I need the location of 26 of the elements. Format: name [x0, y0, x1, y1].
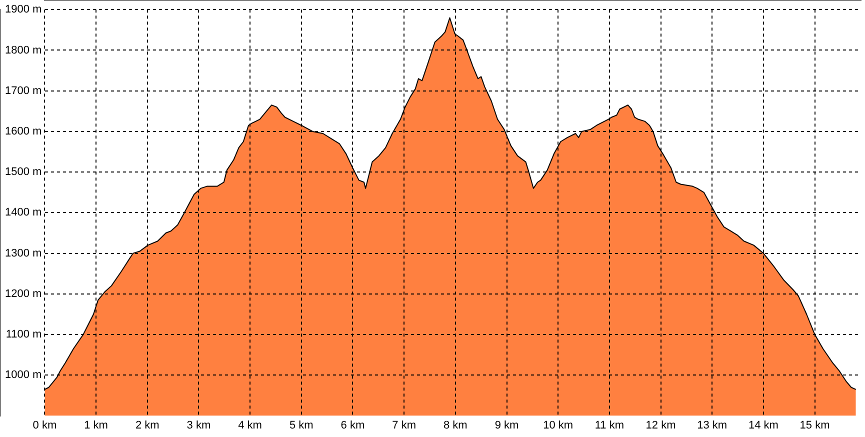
x-tick-label: 14 km: [748, 419, 778, 432]
y-tick-label: 1500 m: [4, 166, 42, 178]
y-tick-label: 1900 m: [4, 4, 42, 16]
x-tick-label: 15 km: [800, 419, 830, 432]
x-tick-label: 1 km: [84, 419, 108, 432]
y-tick-label: 1000 m: [4, 369, 42, 382]
x-tick-label: 13 km: [697, 419, 728, 432]
y-tick-label: 1300 m: [4, 247, 42, 260]
y-tick-label: 1200 m: [4, 288, 42, 300]
x-tick-label: 2 km: [135, 419, 160, 432]
x-tick-label: 8 km: [443, 419, 468, 432]
y-tick-label: 1600 m: [4, 125, 42, 138]
y-tick-label: 1100 m: [6, 328, 42, 341]
x-tick-label: 11 km: [594, 419, 624, 432]
x-tick-label: 5 km: [289, 419, 314, 432]
x-tick-label: 10 km: [543, 419, 574, 432]
y-tick-label: 1700 m: [4, 84, 42, 97]
x-tick-label: 6 km: [340, 419, 365, 432]
x-tick-label: 9 km: [494, 419, 519, 432]
y-tick-label: 1800 m: [4, 44, 42, 56]
x-tick-label: 4 km: [238, 419, 262, 432]
x-tick-label: 3 km: [186, 419, 211, 432]
x-tick-label: 7 km: [392, 419, 416, 432]
y-tick-label: 1400 m: [4, 206, 42, 219]
x-tick-label: 12 km: [646, 419, 676, 432]
x-tick-label: 0 km: [32, 419, 57, 432]
